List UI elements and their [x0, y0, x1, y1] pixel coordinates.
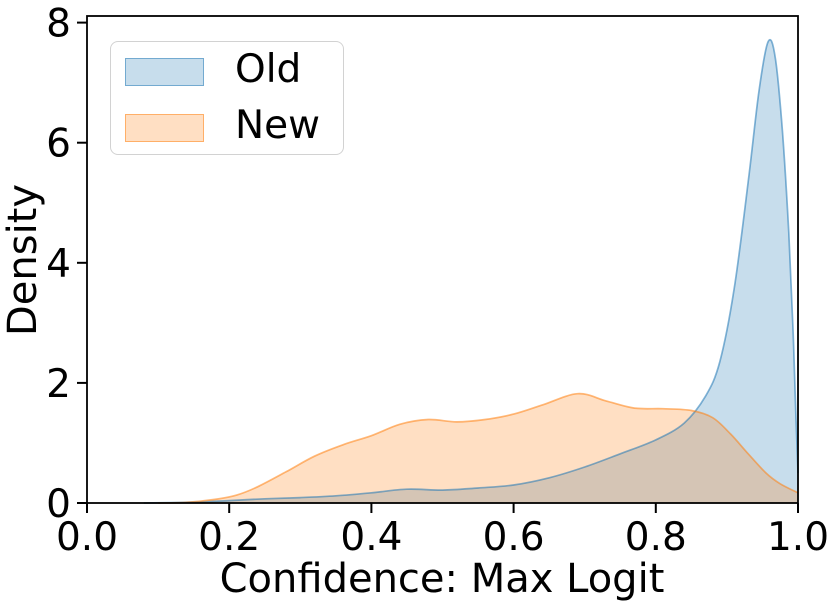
x-axis-ticks: 0.0 0.2 0.4 0.6 0.8 1.0: [56, 503, 829, 560]
y-tick-label: 6: [46, 122, 71, 167]
x-tick-label: 0.8: [625, 515, 687, 560]
y-tick-label: 4: [46, 242, 71, 287]
y-tick-label: 2: [46, 362, 71, 407]
legend-label-new: New: [235, 102, 321, 148]
legend-swatch-old: [125, 58, 204, 86]
x-tick-label: 0.6: [483, 515, 545, 560]
x-axis-label: Confidence: Max Logit: [220, 556, 665, 602]
x-tick-label: 0.4: [340, 515, 402, 560]
old-density-line: [143, 38, 799, 504]
y-tick-label: 0: [46, 482, 71, 527]
legend-entry-old: Old: [125, 50, 301, 89]
axes-frame: [86, 15, 799, 504]
new-density-area: [158, 393, 799, 503]
y-tick-label: 8: [46, 2, 71, 47]
x-tick-label: 0.0: [56, 515, 118, 560]
x-tick-label: 1.0: [767, 515, 829, 560]
legend: Old New: [110, 41, 344, 155]
kde-lines: [143, 38, 799, 504]
legend-entry-new: New: [125, 106, 320, 145]
kde-areas: [143, 39, 799, 503]
legend-swatch-new: [125, 114, 204, 142]
legend-label-old: Old: [235, 46, 302, 92]
old-density-area: [143, 39, 798, 503]
y-axis-label: Density: [0, 184, 46, 336]
y-axis-ticks: 0 2 4 6 8: [46, 2, 87, 527]
new-density-line: [158, 392, 799, 504]
x-tick-label: 0.2: [198, 515, 260, 560]
